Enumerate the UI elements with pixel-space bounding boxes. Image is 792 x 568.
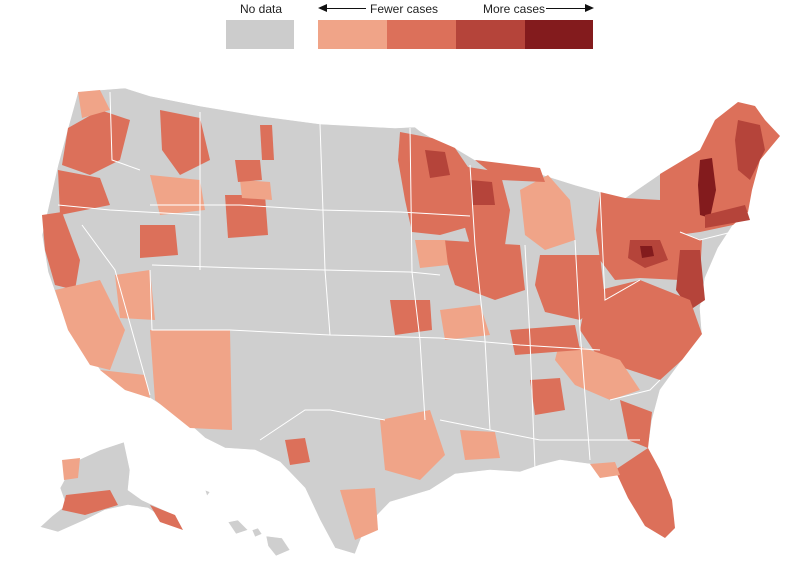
case-patch-alaska-south [62,490,118,515]
state-border-line [81,224,151,396]
case-patch-tennessee [510,325,580,355]
state-border-line [679,229,741,241]
case-patch-missouri [440,305,490,340]
case-patch-carolina-light [555,340,640,400]
hawaii-island-4 [204,489,211,497]
case-patch-louisiana [460,430,500,460]
no-data-label: No data [240,2,283,16]
more-cases-label: More cases [483,2,546,16]
case-patch-colorado-light [240,180,272,200]
case-patch-alabama [530,378,565,415]
fewer-cases-label: Fewer cases [370,2,439,16]
case-patch-pa-hot [640,246,654,258]
case-patch-california-coast [42,212,80,290]
case-patch-alaska-west [62,458,80,480]
case-patch-nj-md [676,250,705,310]
case-patch-florida-light [590,462,620,478]
case-patch-new-mexico-arizona [150,330,232,430]
case-patch-texas-south [340,488,378,540]
case-patch-michigan-up [475,160,545,182]
state-border-line [57,204,201,216]
state-border-line [599,191,641,301]
arrow-right-line [546,8,586,9]
case-patch-illinois-iowa [440,240,525,300]
arrow-left-line [326,8,366,9]
state-border-line [524,244,536,471]
state-border-line [319,123,331,336]
state-border-line [150,204,471,217]
state-border-line [574,239,591,461]
state-border-line [149,269,230,331]
case-patch-mn-hot [425,150,450,178]
hawaii-island-3 [265,535,291,557]
case-patch-maine [735,120,765,180]
case-patch-montana [235,160,262,182]
case-patch-ohio-indiana [535,255,605,320]
state-border-line [259,409,386,441]
state-border-line [109,91,141,171]
case-patch-washington [62,110,130,175]
case-patch-virginia-carolinas [580,280,702,380]
case-patches-layer [42,90,780,540]
case-patch-utah [140,225,178,258]
case-patch-montana-east [260,125,274,160]
case-patch-colorado [225,195,268,238]
state-border-line [409,127,426,421]
arrow-right-icon [585,4,594,12]
state-border-line [469,164,491,431]
case-patch-texas-west [285,438,310,465]
case-patch-california-south [100,370,150,398]
state-border-line [609,379,661,401]
hawaii-island-2 [251,527,263,538]
case-patch-iowa-light [415,240,448,268]
case-patch-florida [615,448,675,538]
case-patch-michigan [520,175,575,250]
case-patch-nevada-east [115,270,155,320]
case-patch-new-york-pa [596,192,702,280]
hawaii-island-1 [227,519,249,535]
case-patch-vermont-nh [698,158,716,218]
case-patch-mass [705,205,750,228]
scale-swatch-2 [387,20,456,49]
arrow-left-icon [318,4,327,12]
case-patch-idaho [160,110,210,175]
case-patch-alaska-panhandle [150,505,183,530]
case-patch-kansas [390,300,432,335]
case-patch-wa-light [78,90,110,118]
case-patch-texas-east [380,410,445,480]
state-border-line [439,419,640,441]
case-patch-georgia-coast [620,400,652,448]
scale-swatch-4 [525,20,593,49]
no-data-swatch [226,20,294,49]
case-patch-wi-hot [470,180,495,205]
case-patch-california-light [55,280,125,370]
scale-swatch-3 [456,20,525,49]
state-border-line [229,329,601,351]
case-patch-oregon [58,170,110,215]
scale-swatch-1 [318,20,387,49]
state-borders [57,91,741,471]
case-patch-minnesota [398,132,475,235]
map-legend: No data Fewer cases More cases [0,0,792,60]
